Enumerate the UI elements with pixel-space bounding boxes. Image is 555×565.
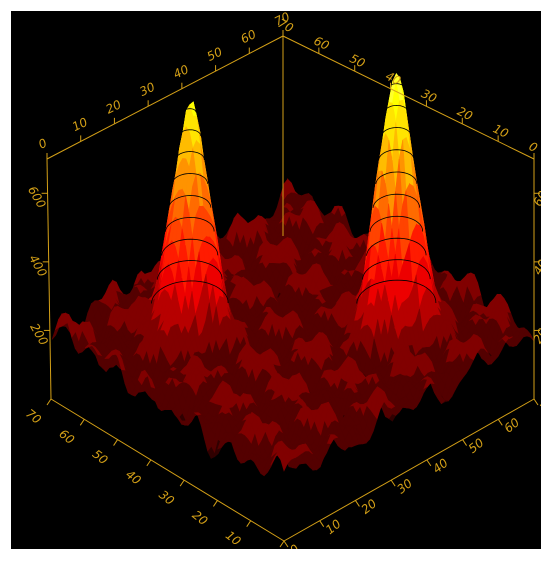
z-tick-label: 200 [530,319,541,346]
back-edge-left [46,35,284,160]
y-back-tick-label: 40 [171,62,191,81]
y-tick-mark [279,540,285,548]
y-tick-label: 40 [123,467,144,488]
z-axis-line-left [46,158,52,400]
y-back-tick-label: 50 [205,44,225,63]
y-tick-label: 60 [56,427,77,448]
x-tick-label: 0 [287,541,302,549]
y-back-tick-label: 60 [238,27,258,46]
chart-canvas: 0 10 20 30 40 50 60 70 0 10 20 30 40 50 60 70 0 10 20 30 40 5… [11,11,541,549]
x-back-tick-label: 20 [455,104,475,123]
x-back-tick-label: 10 [491,122,511,141]
y-tick-label: 50 [90,447,111,468]
x-tick-label: 50 [466,435,487,456]
z-tick-label: 200 [27,321,51,348]
x-back-tick-label: 50 [347,51,367,70]
y-tick-label: 0 [256,548,271,549]
x-tick-label: 10 [323,516,344,537]
y-tick-mark [79,419,85,426]
y-back-tick-label: 30 [137,80,157,99]
x-tick-label: 60 [502,415,523,436]
y-tick-mark [246,520,252,527]
x-tick-label: 40 [430,456,451,477]
x-tick-label: 30 [394,476,415,497]
y-tick-mark [179,479,185,487]
x-tick-label: 70 [537,395,541,416]
x-back-tick-label: 30 [419,86,439,105]
y-tick-mark [46,398,52,406]
x-back-tick-label: 60 [312,34,332,53]
y-tick-label: 30 [156,487,177,508]
y-tick-label: 70 [23,406,44,427]
y-back-tick-label: 0 [36,136,49,152]
surface-plot: 0 10 20 30 40 50 60 70 0 10 20 30 40 50 60 70 0 10 20 30 40 5… [23,11,541,549]
y-tick-mark [213,500,218,507]
x-back-tick-label: 0 [527,139,540,155]
y-tick-mark [146,459,152,467]
y-tick-label: 20 [190,508,211,529]
y-back-tick-label: 10 [70,115,90,134]
y-tick-label: 10 [223,528,244,549]
x-tick-label: 20 [359,496,380,517]
surface-layer [51,72,535,477]
y-tick-mark [113,439,118,446]
y-back-tick-label: 20 [104,97,124,116]
